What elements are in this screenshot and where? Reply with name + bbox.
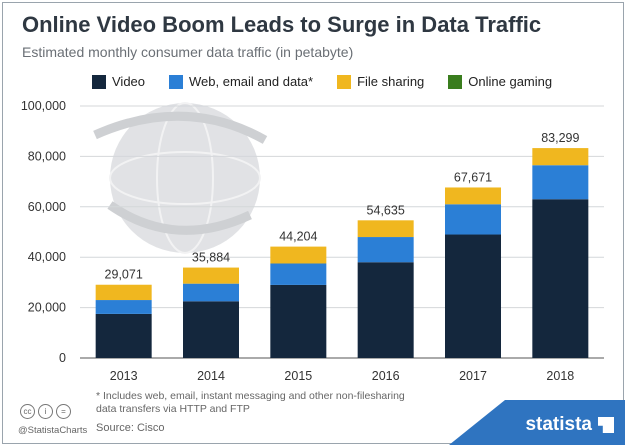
bar-total-label: 83,299 bbox=[541, 131, 579, 145]
no-derivatives-icon: = bbox=[56, 404, 71, 419]
cc-icon: cc bbox=[20, 404, 35, 419]
y-axis: 0 20,000 40,000 60,000 80,000 100,000 bbox=[21, 99, 66, 365]
x-axis: 2013 2014 2015 2016 2017 2018 bbox=[110, 369, 575, 383]
y-tick-label: 100,000 bbox=[21, 99, 66, 113]
bar-segment-web-email-and-data bbox=[445, 204, 501, 235]
bar-segment-video bbox=[532, 199, 589, 358]
legend-swatch bbox=[448, 74, 463, 89]
globe-illustration bbox=[93, 102, 268, 254]
legend-label: Video bbox=[112, 74, 146, 89]
legend-item-file-sharing: File sharing bbox=[337, 74, 424, 89]
y-tick-label: 60,000 bbox=[28, 200, 66, 214]
bar-total-label: 54,635 bbox=[367, 203, 405, 217]
gridlines bbox=[80, 105, 604, 359]
legend-swatch bbox=[337, 74, 352, 89]
bar-segment-video bbox=[95, 313, 152, 358]
chart-subtitle: Estimated monthly consumer data traffic … bbox=[22, 44, 354, 60]
x-tick-label: 2017 bbox=[459, 369, 487, 383]
bar-segment-web-email-and-data bbox=[183, 283, 239, 302]
x-tick-label: 2018 bbox=[546, 369, 574, 383]
creative-commons-badges: cc i = bbox=[20, 404, 74, 419]
bar-segment-file-sharing bbox=[183, 267, 239, 284]
y-tick-label: 40,000 bbox=[28, 250, 66, 264]
legend-label: Online gaming bbox=[468, 74, 553, 89]
bar-segment-file-sharing bbox=[357, 220, 414, 238]
y-tick-label: 0 bbox=[59, 351, 66, 365]
legend-item-online-gaming: Online gaming bbox=[448, 74, 552, 89]
bar-total-label: 35,884 bbox=[192, 251, 230, 265]
globe-sphere bbox=[110, 103, 260, 253]
bar-segment-video bbox=[270, 284, 327, 358]
bar-segment-web-email-and-data bbox=[532, 165, 589, 200]
bar-segment-file-sharing bbox=[532, 148, 589, 166]
brand-band bbox=[449, 400, 625, 445]
globe-longitude bbox=[156, 102, 214, 254]
bar-segment-web-email-and-data bbox=[357, 237, 414, 263]
statista-mark-icon bbox=[598, 417, 614, 433]
attribution-icon: i bbox=[38, 404, 53, 419]
bar-total-labels: 29,071 35,884 44,204 54,635 67,671 83,299 bbox=[105, 131, 580, 282]
x-tick-label: 2014 bbox=[197, 369, 225, 383]
y-tick-label: 20,000 bbox=[28, 301, 66, 315]
legend-item-web: Web, email and data* bbox=[169, 74, 313, 89]
source-note: Source: Cisco bbox=[96, 422, 165, 434]
statista-wordmark: statista bbox=[525, 414, 592, 435]
chart-title: Online Video Boom Leads to Surge in Data… bbox=[22, 12, 542, 37]
bar-segment-video bbox=[445, 234, 501, 358]
y-tick-label: 80,000 bbox=[28, 149, 66, 163]
legend-label: Web, email and data* bbox=[189, 74, 314, 89]
legend-swatch bbox=[169, 74, 184, 89]
bar-segment-video bbox=[357, 262, 414, 358]
legend-swatch bbox=[92, 74, 106, 89]
statista-handle: @StatistaCharts bbox=[18, 425, 88, 436]
bar-segment-file-sharing bbox=[270, 246, 327, 264]
footnote: * Includes web, email, instant messaging… bbox=[96, 390, 405, 415]
chart-frame bbox=[2, 2, 624, 444]
globe-latitude bbox=[109, 151, 261, 205]
legend-item-video: Video bbox=[92, 74, 145, 89]
bar-total-label: 67,671 bbox=[454, 170, 492, 184]
bar-segment-web-email-and-data bbox=[270, 263, 327, 285]
statista-logo: statista bbox=[525, 414, 614, 436]
legend-label: File sharing bbox=[357, 74, 425, 89]
bar-total-label: 29,071 bbox=[105, 268, 143, 282]
bar-segment-file-sharing bbox=[445, 187, 501, 205]
legend: Video Web, email and data* File sharing … bbox=[92, 74, 576, 89]
bar-total-label: 44,204 bbox=[279, 230, 317, 244]
bar-segment-file-sharing bbox=[95, 284, 152, 301]
x-tick-label: 2013 bbox=[110, 369, 138, 383]
x-tick-label: 2016 bbox=[372, 369, 400, 383]
x-tick-label: 2015 bbox=[284, 369, 312, 383]
bar-segment-video bbox=[183, 301, 239, 358]
globe-arrow-ring bbox=[93, 111, 268, 144]
bar-segment-web-email-and-data bbox=[95, 300, 152, 314]
globe-arrow-ring-lower bbox=[107, 201, 252, 235]
bar-series bbox=[95, 148, 589, 358]
